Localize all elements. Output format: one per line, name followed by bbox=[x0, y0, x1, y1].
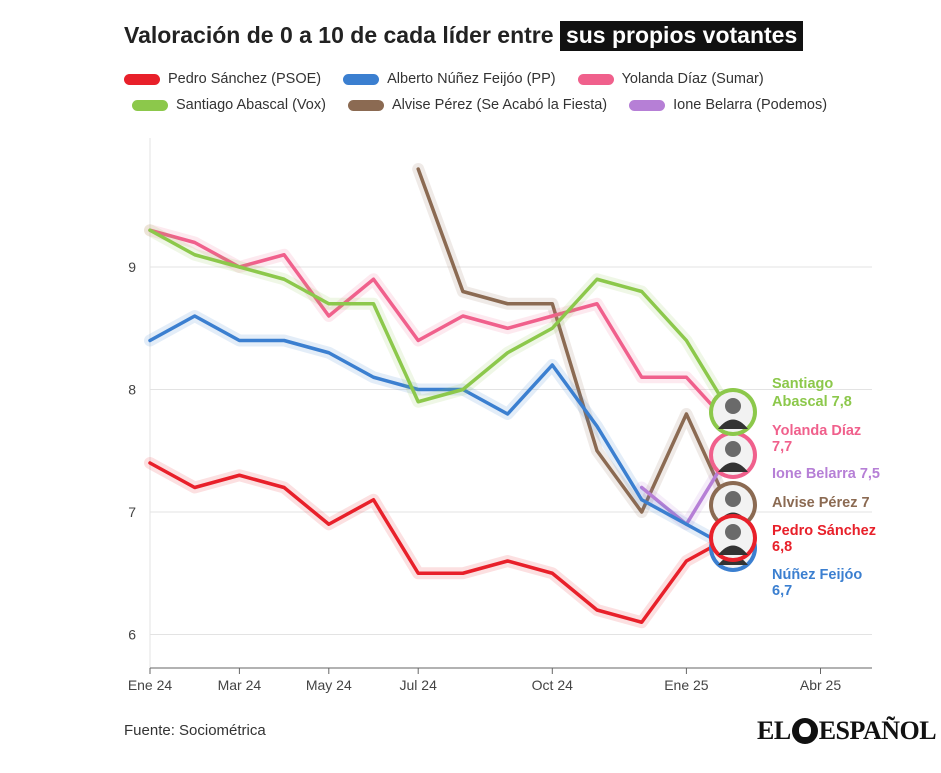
x-tick-label: Mar 24 bbox=[218, 677, 262, 693]
chart-title: Valoración de 0 a 10 de cada líder entre… bbox=[124, 21, 804, 51]
legend-item: Yolanda Díaz (Sumar) bbox=[577, 71, 764, 87]
x-tick-label: Ene 24 bbox=[128, 677, 173, 693]
logo-text-left: EL bbox=[757, 716, 791, 745]
leader-avatar bbox=[709, 514, 757, 562]
legend-swatch bbox=[347, 99, 384, 111]
series-end-label: 7,7 bbox=[772, 439, 792, 455]
legend-label: Ione Belarra (Podemos) bbox=[673, 97, 828, 113]
y-tick-label: 6 bbox=[128, 627, 136, 643]
avatar-head bbox=[725, 441, 741, 457]
legend-row-1: Pedro Sánchez (PSOE) Alberto Núñez Feijó… bbox=[124, 66, 884, 92]
legend-swatch bbox=[132, 99, 168, 111]
series-line bbox=[148, 228, 733, 428]
legend-swatch bbox=[577, 73, 614, 85]
avatar-head bbox=[725, 398, 741, 414]
x-tick-label: Jul 24 bbox=[400, 677, 438, 693]
leader-avatar bbox=[709, 481, 757, 529]
series-line bbox=[148, 461, 733, 624]
series-end-label: Santiago bbox=[772, 376, 833, 392]
source-note: Fuente: Sociométrica bbox=[124, 722, 266, 739]
legend-label: Alberto Núñez Feijóo (PP) bbox=[387, 71, 556, 87]
series-end-label: Ione Belarra 7,5 bbox=[772, 466, 880, 482]
y-tick-label: 9 bbox=[128, 259, 136, 275]
series-end-label: Pedro Sánchez bbox=[772, 523, 876, 539]
legend-item: Alberto Núñez Feijóo (PP) bbox=[343, 71, 556, 87]
legend-item: Ione Belarra (Podemos) bbox=[629, 97, 827, 113]
legend-label: Pedro Sánchez (PSOE) bbox=[168, 71, 322, 87]
avatar-shoulders bbox=[718, 419, 748, 429]
legend-swatch bbox=[343, 73, 380, 85]
leader-avatar bbox=[709, 431, 757, 479]
x-tick-label: Ene 25 bbox=[664, 677, 709, 693]
series-end-label: Yolanda Díaz bbox=[772, 423, 861, 439]
series-end-label: Alvise Pérez 7 bbox=[772, 495, 870, 511]
series-line bbox=[416, 167, 733, 514]
series-end-label: Núñez Feijóo bbox=[772, 567, 862, 583]
legend-item: Santiago Abascal (Vox) bbox=[132, 97, 326, 113]
series-end-label: 6,8 bbox=[772, 539, 792, 555]
series-end-label: 6,7 bbox=[772, 583, 792, 599]
el-espanol-logo: EL ESPAÑOL bbox=[757, 716, 937, 746]
title-plain: Valoración de 0 a 10 de cada líder entre bbox=[124, 22, 554, 48]
x-tick-label: May 24 bbox=[306, 677, 352, 693]
logo-text-right: ESPAÑOL bbox=[818, 716, 937, 745]
leader-avatar bbox=[709, 388, 757, 436]
avatar-head bbox=[725, 524, 741, 540]
title-highlight: sus propios votantes bbox=[559, 21, 804, 51]
legend-swatch bbox=[124, 73, 160, 85]
legend-item: Alvise Pérez (Se Acabó la Fiesta) bbox=[347, 97, 608, 113]
legend: Pedro Sánchez (PSOE) Alberto Núñez Feijó… bbox=[124, 66, 884, 118]
y-tick-label: 7 bbox=[128, 504, 136, 520]
legend-swatch bbox=[629, 99, 666, 111]
avatar-shoulders bbox=[718, 462, 748, 472]
avatar-head bbox=[725, 491, 741, 507]
y-tick-label: 8 bbox=[128, 382, 136, 398]
legend-item: Pedro Sánchez (PSOE) bbox=[124, 71, 321, 87]
legend-label: Santiago Abascal (Vox) bbox=[176, 97, 326, 113]
series-end-label: Abascal 7,8 bbox=[772, 394, 852, 410]
x-tick-label: Oct 24 bbox=[532, 677, 573, 693]
series-line bbox=[148, 314, 733, 551]
avatar-shoulders bbox=[718, 545, 748, 555]
series-line bbox=[148, 228, 733, 416]
x-tick-label: Abr 25 bbox=[800, 677, 841, 693]
legend-row-2: Santiago Abascal (Vox) Alvise Pérez (Se … bbox=[124, 92, 884, 118]
lion-icon bbox=[791, 718, 818, 744]
legend-label: Alvise Pérez (Se Acabó la Fiesta) bbox=[391, 97, 608, 113]
legend-label: Yolanda Díaz (Sumar) bbox=[621, 71, 764, 87]
